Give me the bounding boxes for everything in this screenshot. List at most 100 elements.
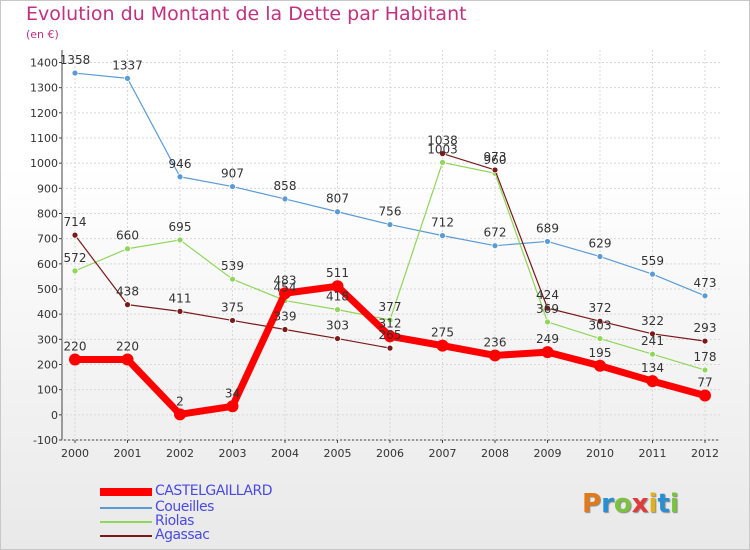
chart-unit: (en €) <box>26 28 59 41</box>
data-label-coueilles: 1337 <box>112 58 143 72</box>
data-point-castelgaillard <box>384 330 396 343</box>
data-point-coueilles <box>334 208 341 216</box>
data-label-castelgaillard: 483 <box>274 273 297 287</box>
data-label-castelgaillard: 312 <box>379 316 402 330</box>
data-point-agassac <box>386 344 394 352</box>
logo-letter: t <box>657 489 670 519</box>
data-label-coueilles: 689 <box>536 221 559 235</box>
y-tick-label: -100 <box>33 434 58 447</box>
x-tick-label: 2012 <box>691 447 719 460</box>
data-label-agassac: 411 <box>169 291 192 305</box>
data-point-agassac <box>71 231 79 239</box>
data-label-riolas: 377 <box>379 300 402 314</box>
legend-swatch-riolas <box>100 521 152 523</box>
data-label-agassac: 375 <box>221 300 244 314</box>
data-label-agassac: 1038 <box>427 134 458 148</box>
data-point-riolas <box>71 267 79 275</box>
x-tick-label: 2009 <box>534 447 562 460</box>
logo-letter: x <box>631 489 649 519</box>
y-tick-label: 800 <box>37 208 58 221</box>
data-label-riolas: 369 <box>536 302 559 316</box>
data-label-coueilles: 858 <box>274 179 297 193</box>
legend-swatch-castelgaillard <box>100 488 152 496</box>
data-point-riolas <box>334 306 341 314</box>
data-point-agassac <box>596 317 604 325</box>
data-point-castelgaillard <box>699 389 711 402</box>
data-label-castelgaillard: 249 <box>536 332 559 346</box>
data-point-coueilles <box>544 238 551 245</box>
y-tick-label: 100 <box>37 384 58 397</box>
data-label-coueilles: 756 <box>379 205 402 219</box>
data-point-agassac <box>334 335 341 342</box>
data-label-agassac: 322 <box>641 314 664 328</box>
data-point-coueilles <box>439 232 446 240</box>
data-point-agassac <box>439 150 446 158</box>
data-point-riolas <box>649 350 656 358</box>
data-label-agassac: 714 <box>64 215 87 229</box>
x-tick-label: 2010 <box>586 447 614 460</box>
x-tick-label: 2011 <box>639 447 667 460</box>
data-point-riolas <box>544 318 551 326</box>
data-label-castelgaillard: 236 <box>484 335 507 349</box>
legend-label-castelgaillard: CASTELGAILLARD <box>155 483 273 499</box>
data-label-riolas: 960 <box>484 153 507 167</box>
data-point-agassac <box>649 330 656 338</box>
x-tick-label: 2005 <box>324 447 352 460</box>
data-label-agassac: 303 <box>326 319 349 333</box>
y-tick-label: 1300 <box>30 82 58 95</box>
data-point-castelgaillard <box>226 400 239 413</box>
legend-label-agassac: Agassac <box>155 527 210 543</box>
data-point-coueilles <box>281 195 289 203</box>
data-point-castelgaillard <box>174 408 186 421</box>
chart-title: Evolution du Montant de la Dette par Hab… <box>26 3 467 25</box>
data-label-castelgaillard: 77 <box>697 375 712 389</box>
data-label-coueilles: 1358 <box>60 53 91 67</box>
data-label-agassac: 973 <box>484 150 507 164</box>
data-point-agassac <box>176 307 184 315</box>
legend-label-riolas: Riolas <box>155 513 194 529</box>
data-point-riolas <box>124 245 131 253</box>
data-point-agassac <box>701 337 709 345</box>
data-point-castelgaillard <box>489 349 501 362</box>
data-point-castelgaillard <box>541 346 554 359</box>
data-label-castelgaillard: 275 <box>431 326 454 340</box>
logo-letter: i <box>669 489 679 519</box>
data-label-castelgaillard: 220 <box>116 339 139 353</box>
data-label-riolas: 454 <box>274 281 297 295</box>
data-point-castelgaillard <box>331 280 344 293</box>
data-label-riolas: 303 <box>589 319 612 333</box>
data-label-castelgaillard: 511 <box>326 266 349 280</box>
data-point-coueilles <box>491 242 499 250</box>
data-point-coueilles <box>649 270 656 278</box>
y-tick-label: 400 <box>37 308 58 321</box>
x-tick-label: 2000 <box>61 447 89 460</box>
legend-item-riolas: Riolas <box>100 513 340 530</box>
data-label-riolas: 418 <box>326 290 349 304</box>
data-label-coueilles: 712 <box>431 216 454 230</box>
x-tick-label: 2007 <box>429 447 457 460</box>
data-label-riolas: 539 <box>221 259 244 273</box>
data-point-riolas <box>596 335 604 342</box>
data-label-coueilles: 807 <box>326 192 349 206</box>
data-point-agassac <box>544 304 551 312</box>
data-point-riolas <box>229 275 236 283</box>
data-label-riolas: 178 <box>694 350 717 364</box>
legend-swatch-agassac <box>100 535 152 537</box>
y-tick-label: 1000 <box>30 157 58 170</box>
data-label-castelgaillard: 34 <box>225 386 240 400</box>
y-tick-label: 500 <box>37 283 58 296</box>
data-label-agassac: 265 <box>379 328 402 342</box>
data-label-agassac: 424 <box>536 288 559 302</box>
data-label-agassac: 372 <box>589 301 612 315</box>
data-label-riolas: 241 <box>641 334 664 348</box>
data-label-agassac: 293 <box>694 321 717 335</box>
x-tick-label: 2002 <box>166 447 194 460</box>
legend-item-agassac: Agassac <box>100 527 340 544</box>
y-tick-label: 900 <box>37 182 58 195</box>
data-point-riolas <box>701 366 709 374</box>
data-label-castelgaillard: 134 <box>641 361 664 375</box>
proxiti-logo: Proxiti <box>582 489 679 519</box>
data-point-agassac <box>124 301 131 309</box>
x-tick-label: 2006 <box>376 447 404 460</box>
